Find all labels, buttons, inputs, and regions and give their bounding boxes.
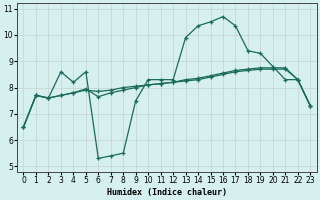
X-axis label: Humidex (Indice chaleur): Humidex (Indice chaleur) xyxy=(107,188,227,197)
